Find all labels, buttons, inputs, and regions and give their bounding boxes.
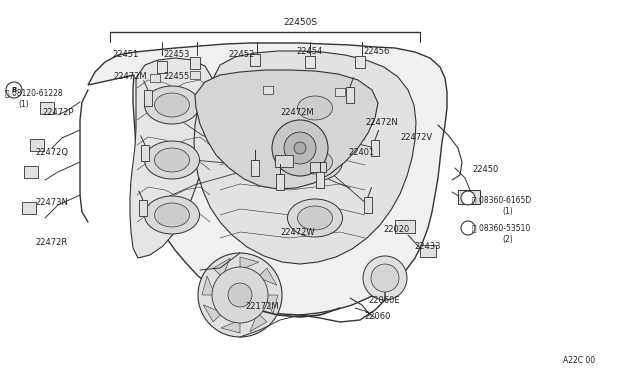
Text: 22472M: 22472M (113, 72, 147, 81)
Circle shape (198, 253, 282, 337)
Bar (395, 220, 415, 233)
Text: (1): (1) (502, 207, 513, 216)
Polygon shape (204, 295, 240, 322)
Text: 22472M: 22472M (280, 108, 314, 117)
Bar (371, 140, 379, 156)
Text: 22172M: 22172M (245, 302, 278, 311)
Circle shape (6, 82, 22, 98)
Text: (1): (1) (18, 100, 29, 109)
Ellipse shape (154, 148, 189, 172)
Ellipse shape (298, 96, 333, 120)
Text: Ⓢ 08360-6165D: Ⓢ 08360-6165D (472, 195, 531, 204)
Text: 22472P: 22472P (42, 108, 74, 117)
Ellipse shape (287, 199, 342, 237)
Ellipse shape (287, 143, 342, 181)
Text: 22472R: 22472R (35, 238, 67, 247)
Bar (24, 166, 38, 178)
Bar (157, 61, 167, 73)
Circle shape (363, 256, 407, 300)
Text: 22020: 22020 (383, 225, 409, 234)
Circle shape (371, 264, 399, 292)
Text: 22473N: 22473N (35, 198, 68, 207)
Text: 22060E: 22060E (368, 296, 399, 305)
Circle shape (461, 191, 475, 205)
Text: 22472N: 22472N (365, 118, 397, 127)
Bar (144, 90, 152, 106)
Circle shape (294, 142, 306, 154)
Ellipse shape (145, 196, 200, 234)
Circle shape (284, 132, 316, 164)
Text: (2): (2) (502, 235, 513, 244)
Ellipse shape (287, 89, 342, 127)
Bar (276, 174, 284, 190)
Circle shape (228, 283, 252, 307)
Text: 22455: 22455 (163, 72, 189, 81)
Bar (364, 197, 372, 213)
Ellipse shape (298, 206, 333, 230)
Text: 22456: 22456 (363, 47, 389, 56)
Text: 22451: 22451 (112, 50, 138, 59)
Text: 22433: 22433 (414, 242, 440, 251)
Polygon shape (240, 295, 267, 332)
Text: B: B (12, 87, 17, 93)
Text: 22060: 22060 (364, 312, 390, 321)
Bar (335, 88, 345, 96)
Bar (458, 190, 480, 204)
Polygon shape (194, 51, 416, 264)
Text: 22452: 22452 (228, 50, 254, 59)
Text: 22472W: 22472W (280, 228, 315, 237)
Bar (305, 56, 315, 68)
Bar (190, 71, 200, 79)
Polygon shape (195, 70, 378, 189)
Bar (263, 86, 273, 94)
Text: 22472V: 22472V (400, 133, 432, 142)
Text: 22453: 22453 (163, 50, 189, 59)
Text: 22450: 22450 (472, 165, 499, 174)
Polygon shape (240, 268, 276, 295)
Bar (30, 139, 44, 151)
Ellipse shape (145, 141, 200, 179)
Bar (346, 87, 354, 103)
Ellipse shape (154, 203, 189, 227)
Polygon shape (213, 258, 240, 295)
Text: A22C 00: A22C 00 (563, 356, 595, 365)
Bar (310, 162, 326, 172)
Bar (275, 155, 293, 167)
Ellipse shape (154, 93, 189, 117)
Ellipse shape (298, 150, 333, 174)
Bar (141, 145, 149, 161)
Bar (40, 102, 54, 114)
Bar (22, 202, 36, 214)
Circle shape (272, 120, 328, 176)
Polygon shape (240, 257, 259, 295)
Polygon shape (240, 295, 278, 314)
Text: 22472Q: 22472Q (35, 148, 68, 157)
Text: Ⓢ 08360-53510: Ⓢ 08360-53510 (472, 223, 531, 232)
Text: 22401: 22401 (348, 148, 374, 157)
Polygon shape (221, 295, 240, 333)
Polygon shape (202, 276, 240, 295)
Bar (355, 56, 365, 68)
Text: Ⓜ 08120-61228: Ⓜ 08120-61228 (5, 88, 63, 97)
Bar (139, 200, 147, 216)
Circle shape (212, 267, 268, 323)
Bar (251, 160, 259, 176)
Polygon shape (130, 58, 214, 258)
Text: 22450S: 22450S (283, 18, 317, 27)
Bar (190, 57, 200, 69)
Ellipse shape (145, 86, 200, 124)
Bar (420, 245, 436, 257)
Text: 22454: 22454 (296, 47, 323, 56)
Bar (250, 54, 260, 66)
Polygon shape (88, 43, 447, 315)
Bar (316, 172, 324, 188)
Bar (150, 74, 160, 82)
Circle shape (461, 221, 475, 235)
